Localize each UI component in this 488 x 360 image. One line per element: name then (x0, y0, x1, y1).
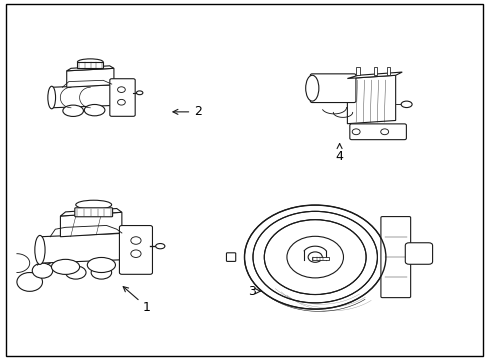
Ellipse shape (35, 235, 45, 265)
Ellipse shape (305, 75, 318, 101)
Ellipse shape (155, 243, 164, 249)
Ellipse shape (48, 86, 56, 109)
Bar (77, 62, 103, 68)
Bar (386, 67, 389, 75)
Circle shape (264, 220, 366, 294)
Circle shape (244, 205, 385, 309)
Polygon shape (66, 66, 114, 71)
Polygon shape (346, 75, 395, 124)
FancyBboxPatch shape (310, 74, 355, 103)
Text: 4: 4 (335, 144, 343, 163)
Text: 1: 1 (123, 287, 151, 314)
Circle shape (252, 211, 377, 303)
Circle shape (17, 273, 42, 291)
Ellipse shape (84, 104, 105, 116)
Polygon shape (66, 68, 114, 87)
Circle shape (131, 237, 141, 244)
Bar (355, 67, 359, 75)
Circle shape (351, 129, 359, 135)
Ellipse shape (76, 200, 111, 209)
Bar (373, 67, 376, 75)
FancyBboxPatch shape (226, 253, 235, 261)
Ellipse shape (87, 257, 115, 273)
Circle shape (307, 252, 322, 262)
Text: 2: 2 (173, 105, 202, 118)
Bar (311, 257, 329, 260)
Circle shape (131, 250, 141, 257)
Polygon shape (61, 208, 122, 216)
Circle shape (117, 99, 125, 105)
Polygon shape (61, 212, 122, 237)
FancyBboxPatch shape (349, 124, 406, 140)
Ellipse shape (77, 59, 103, 65)
FancyBboxPatch shape (75, 208, 112, 217)
Ellipse shape (136, 91, 142, 95)
Polygon shape (346, 72, 402, 78)
FancyBboxPatch shape (405, 243, 432, 264)
Circle shape (380, 129, 388, 135)
FancyBboxPatch shape (110, 79, 135, 116)
Ellipse shape (91, 266, 111, 279)
Circle shape (286, 236, 343, 278)
Ellipse shape (51, 259, 80, 274)
FancyBboxPatch shape (380, 217, 410, 298)
Polygon shape (52, 85, 118, 108)
Circle shape (32, 263, 53, 278)
Polygon shape (40, 233, 132, 263)
Ellipse shape (63, 105, 83, 116)
Text: 3: 3 (247, 285, 261, 298)
Circle shape (117, 87, 125, 93)
Ellipse shape (65, 266, 86, 279)
Ellipse shape (400, 101, 411, 108)
FancyBboxPatch shape (119, 226, 152, 274)
